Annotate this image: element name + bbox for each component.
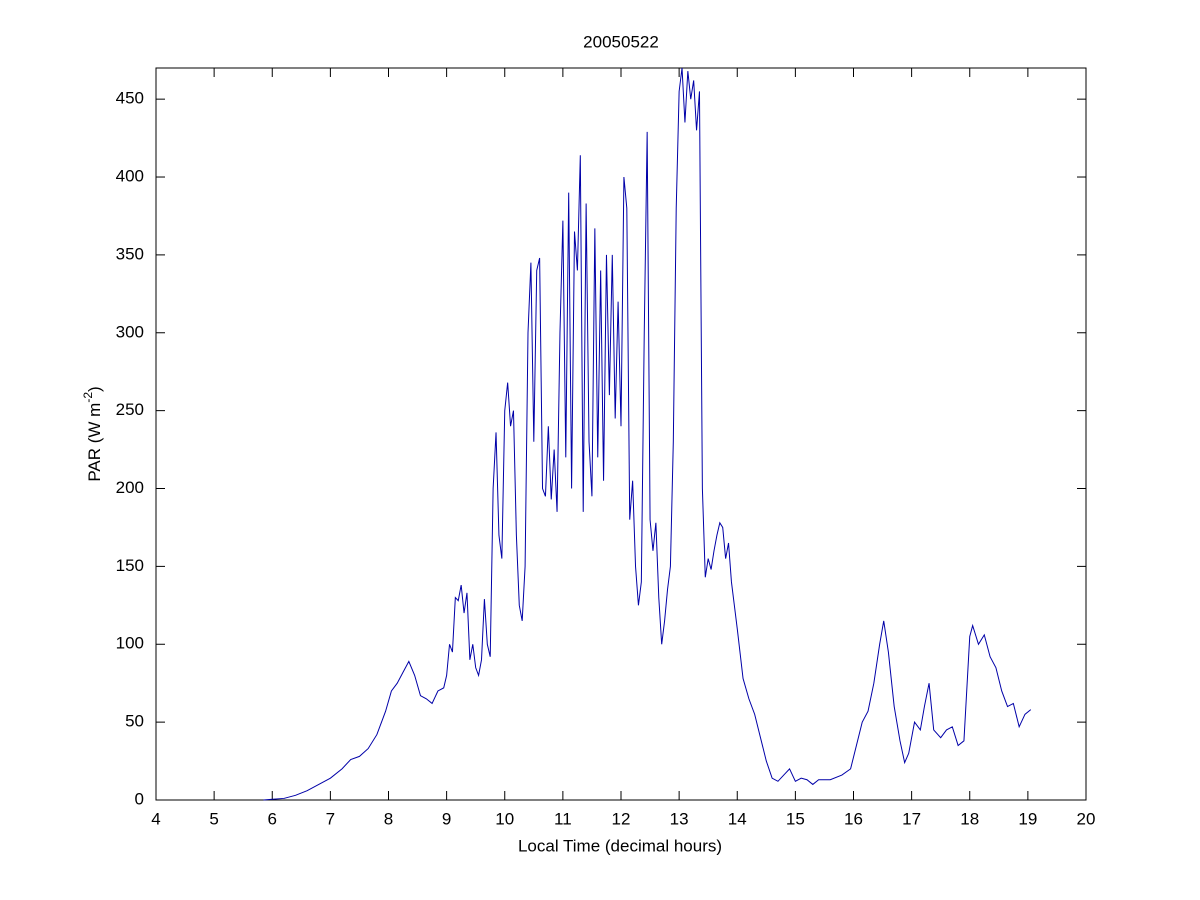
y-tick-label: 300 — [116, 322, 144, 341]
x-tick-label: 13 — [670, 809, 689, 828]
y-tick-label: 50 — [125, 712, 144, 731]
x-tick-label: 7 — [326, 809, 335, 828]
x-tick-label: 18 — [960, 809, 979, 828]
x-tick-label: 9 — [442, 809, 451, 828]
x-tick-label: 20 — [1077, 809, 1096, 828]
y-tick-label: 150 — [116, 556, 144, 575]
y-tick-label: 0 — [135, 789, 144, 808]
y-axis-label-text: PAR (W m — [85, 403, 104, 482]
x-tick-label: 4 — [151, 809, 160, 828]
x-tick-label: 17 — [902, 809, 921, 828]
x-tick-label: 16 — [844, 809, 863, 828]
x-tick-label: 15 — [786, 809, 805, 828]
y-tick-label: 450 — [116, 89, 144, 108]
y-tick-label: 250 — [116, 400, 144, 419]
y-tick-label: 200 — [116, 478, 144, 497]
y-axis-label: PAR (W m-2) — [81, 386, 104, 481]
x-tick-label: 14 — [728, 809, 747, 828]
y-tick-label: 100 — [116, 634, 144, 653]
x-axis-label: Local Time (decimal hours) — [518, 836, 722, 855]
x-tick-label: 11 — [554, 809, 572, 828]
chart-title: 20050522 — [583, 32, 659, 51]
x-tick-label: 8 — [384, 809, 393, 828]
y-axis-label-superscript: -2 — [81, 392, 95, 403]
x-tick-label: 6 — [268, 809, 277, 828]
y-tick-label: 400 — [116, 167, 144, 186]
x-tick-label: 12 — [612, 809, 631, 828]
x-tick-label: 19 — [1018, 809, 1037, 828]
y-axis-label-suffix: ) — [85, 386, 104, 392]
x-tick-label: 5 — [209, 809, 218, 828]
y-tick-label: 350 — [116, 244, 144, 263]
data-line — [263, 67, 1032, 801]
x-tick-label: 10 — [495, 809, 514, 828]
